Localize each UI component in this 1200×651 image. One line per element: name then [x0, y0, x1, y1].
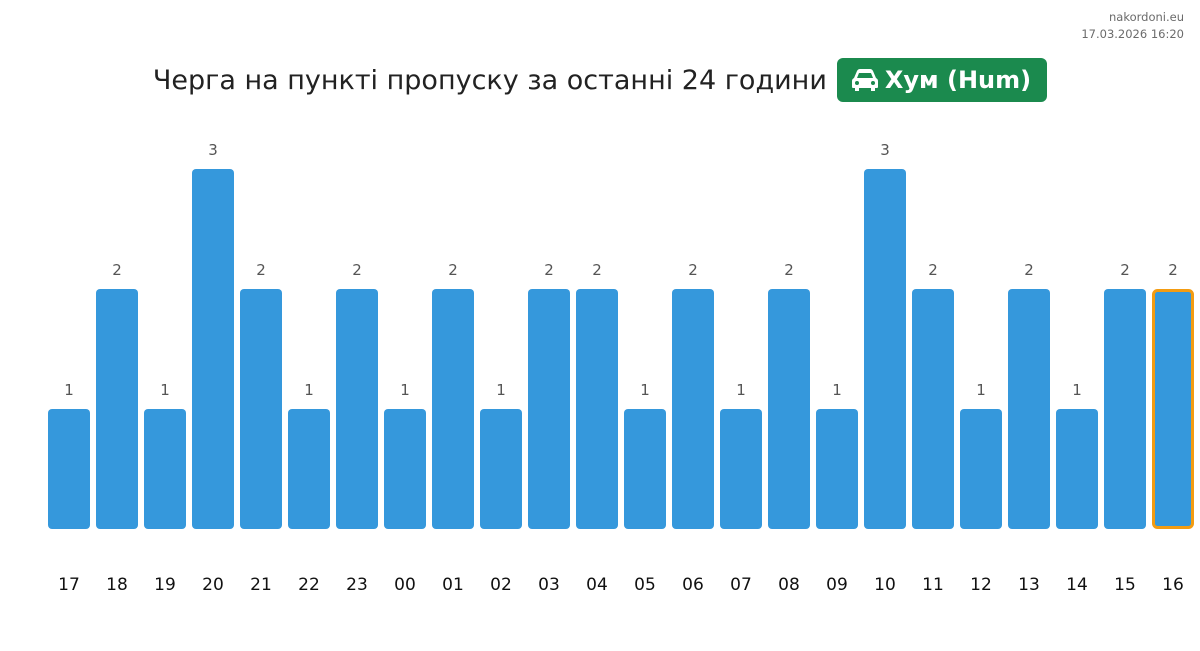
- bar: [96, 289, 138, 529]
- bar-value-label: 3: [880, 141, 890, 159]
- bar: [432, 289, 474, 529]
- x-tick-label: 19: [154, 575, 176, 595]
- bar-value-label: 1: [976, 381, 986, 399]
- meta-info: nakordoni.eu 17.03.2026 16:20: [1081, 9, 1184, 43]
- bar: [816, 409, 858, 529]
- x-tick-label: 12: [970, 575, 992, 595]
- x-tick-label: 08: [778, 575, 800, 595]
- bar-highlighted: [1152, 289, 1194, 529]
- bar: [1008, 289, 1050, 529]
- bar-value-label: 2: [1120, 261, 1130, 279]
- x-tick-label: 05: [634, 575, 656, 595]
- bar-value-label: 1: [496, 381, 506, 399]
- timestamp: 17.03.2026 16:20: [1081, 27, 1184, 41]
- x-tick-label: 17: [58, 575, 80, 595]
- bar-value-label: 1: [160, 381, 170, 399]
- x-tick-label: 23: [346, 575, 368, 595]
- bar-value-label: 1: [304, 381, 314, 399]
- x-tick-label: 09: [826, 575, 848, 595]
- bar: [912, 289, 954, 529]
- bar: [720, 409, 762, 529]
- bar: [528, 289, 570, 529]
- bar-value-label: 1: [400, 381, 410, 399]
- x-tick-label: 03: [538, 575, 560, 595]
- bar: [288, 409, 330, 529]
- x-tick-label: 00: [394, 575, 416, 595]
- x-tick-label: 07: [730, 575, 752, 595]
- x-tick-label: 20: [202, 575, 224, 595]
- bar: [1104, 289, 1146, 529]
- bar-value-label: 2: [112, 261, 122, 279]
- x-tick-label: 06: [682, 575, 704, 595]
- bar-value-label: 3: [208, 141, 218, 159]
- x-tick-label: 01: [442, 575, 464, 595]
- bar-value-label: 1: [1072, 381, 1082, 399]
- chart-title: Черга на пункті пропуску за останні 24 г…: [152, 64, 827, 96]
- bar-value-label: 2: [1024, 261, 1034, 279]
- bar: [768, 289, 810, 529]
- bar: [960, 409, 1002, 529]
- bar: [336, 289, 378, 529]
- bar: [480, 409, 522, 529]
- bar-value-label: 1: [832, 381, 842, 399]
- x-tick-label: 02: [490, 575, 512, 595]
- bar: [624, 409, 666, 529]
- x-tick-label: 21: [250, 575, 272, 595]
- bar: [672, 289, 714, 529]
- bar-value-label: 1: [736, 381, 746, 399]
- car-icon: [851, 69, 878, 91]
- bar-value-label: 1: [640, 381, 650, 399]
- checkpoint-badge: Хум (Hum): [836, 58, 1048, 102]
- bar-value-label: 2: [592, 261, 602, 279]
- x-tick-label: 18: [106, 575, 128, 595]
- x-tick-label: 22: [298, 575, 320, 595]
- bar-value-label: 2: [1168, 261, 1178, 279]
- bar: [384, 409, 426, 529]
- x-tick-label: 14: [1066, 575, 1088, 595]
- bar-value-label: 2: [256, 261, 266, 279]
- bar: [576, 289, 618, 529]
- x-tick-label: 13: [1018, 575, 1040, 595]
- bar-value-label: 2: [448, 261, 458, 279]
- bar-value-label: 1: [64, 381, 74, 399]
- x-tick-label: 04: [586, 575, 608, 595]
- site-name: nakordoni.eu: [1109, 10, 1184, 24]
- x-tick-label: 11: [922, 575, 944, 595]
- bar-value-label: 2: [352, 261, 362, 279]
- x-tick-label: 10: [874, 575, 896, 595]
- bar: [144, 409, 186, 529]
- x-tick-label: 16: [1162, 575, 1184, 595]
- bar-value-label: 2: [544, 261, 554, 279]
- bar: [1056, 409, 1098, 529]
- bar: [192, 169, 234, 529]
- x-tick-label: 15: [1114, 575, 1136, 595]
- bar: [240, 289, 282, 529]
- bar-value-label: 2: [688, 261, 698, 279]
- bar-value-label: 2: [928, 261, 938, 279]
- bar: [864, 169, 906, 529]
- bar-value-label: 2: [784, 261, 794, 279]
- bar: [48, 409, 90, 529]
- chart-header: Черга на пункті пропуску за останні 24 г…: [0, 58, 1200, 102]
- checkpoint-name: Хум (Hum): [884, 66, 1032, 94]
